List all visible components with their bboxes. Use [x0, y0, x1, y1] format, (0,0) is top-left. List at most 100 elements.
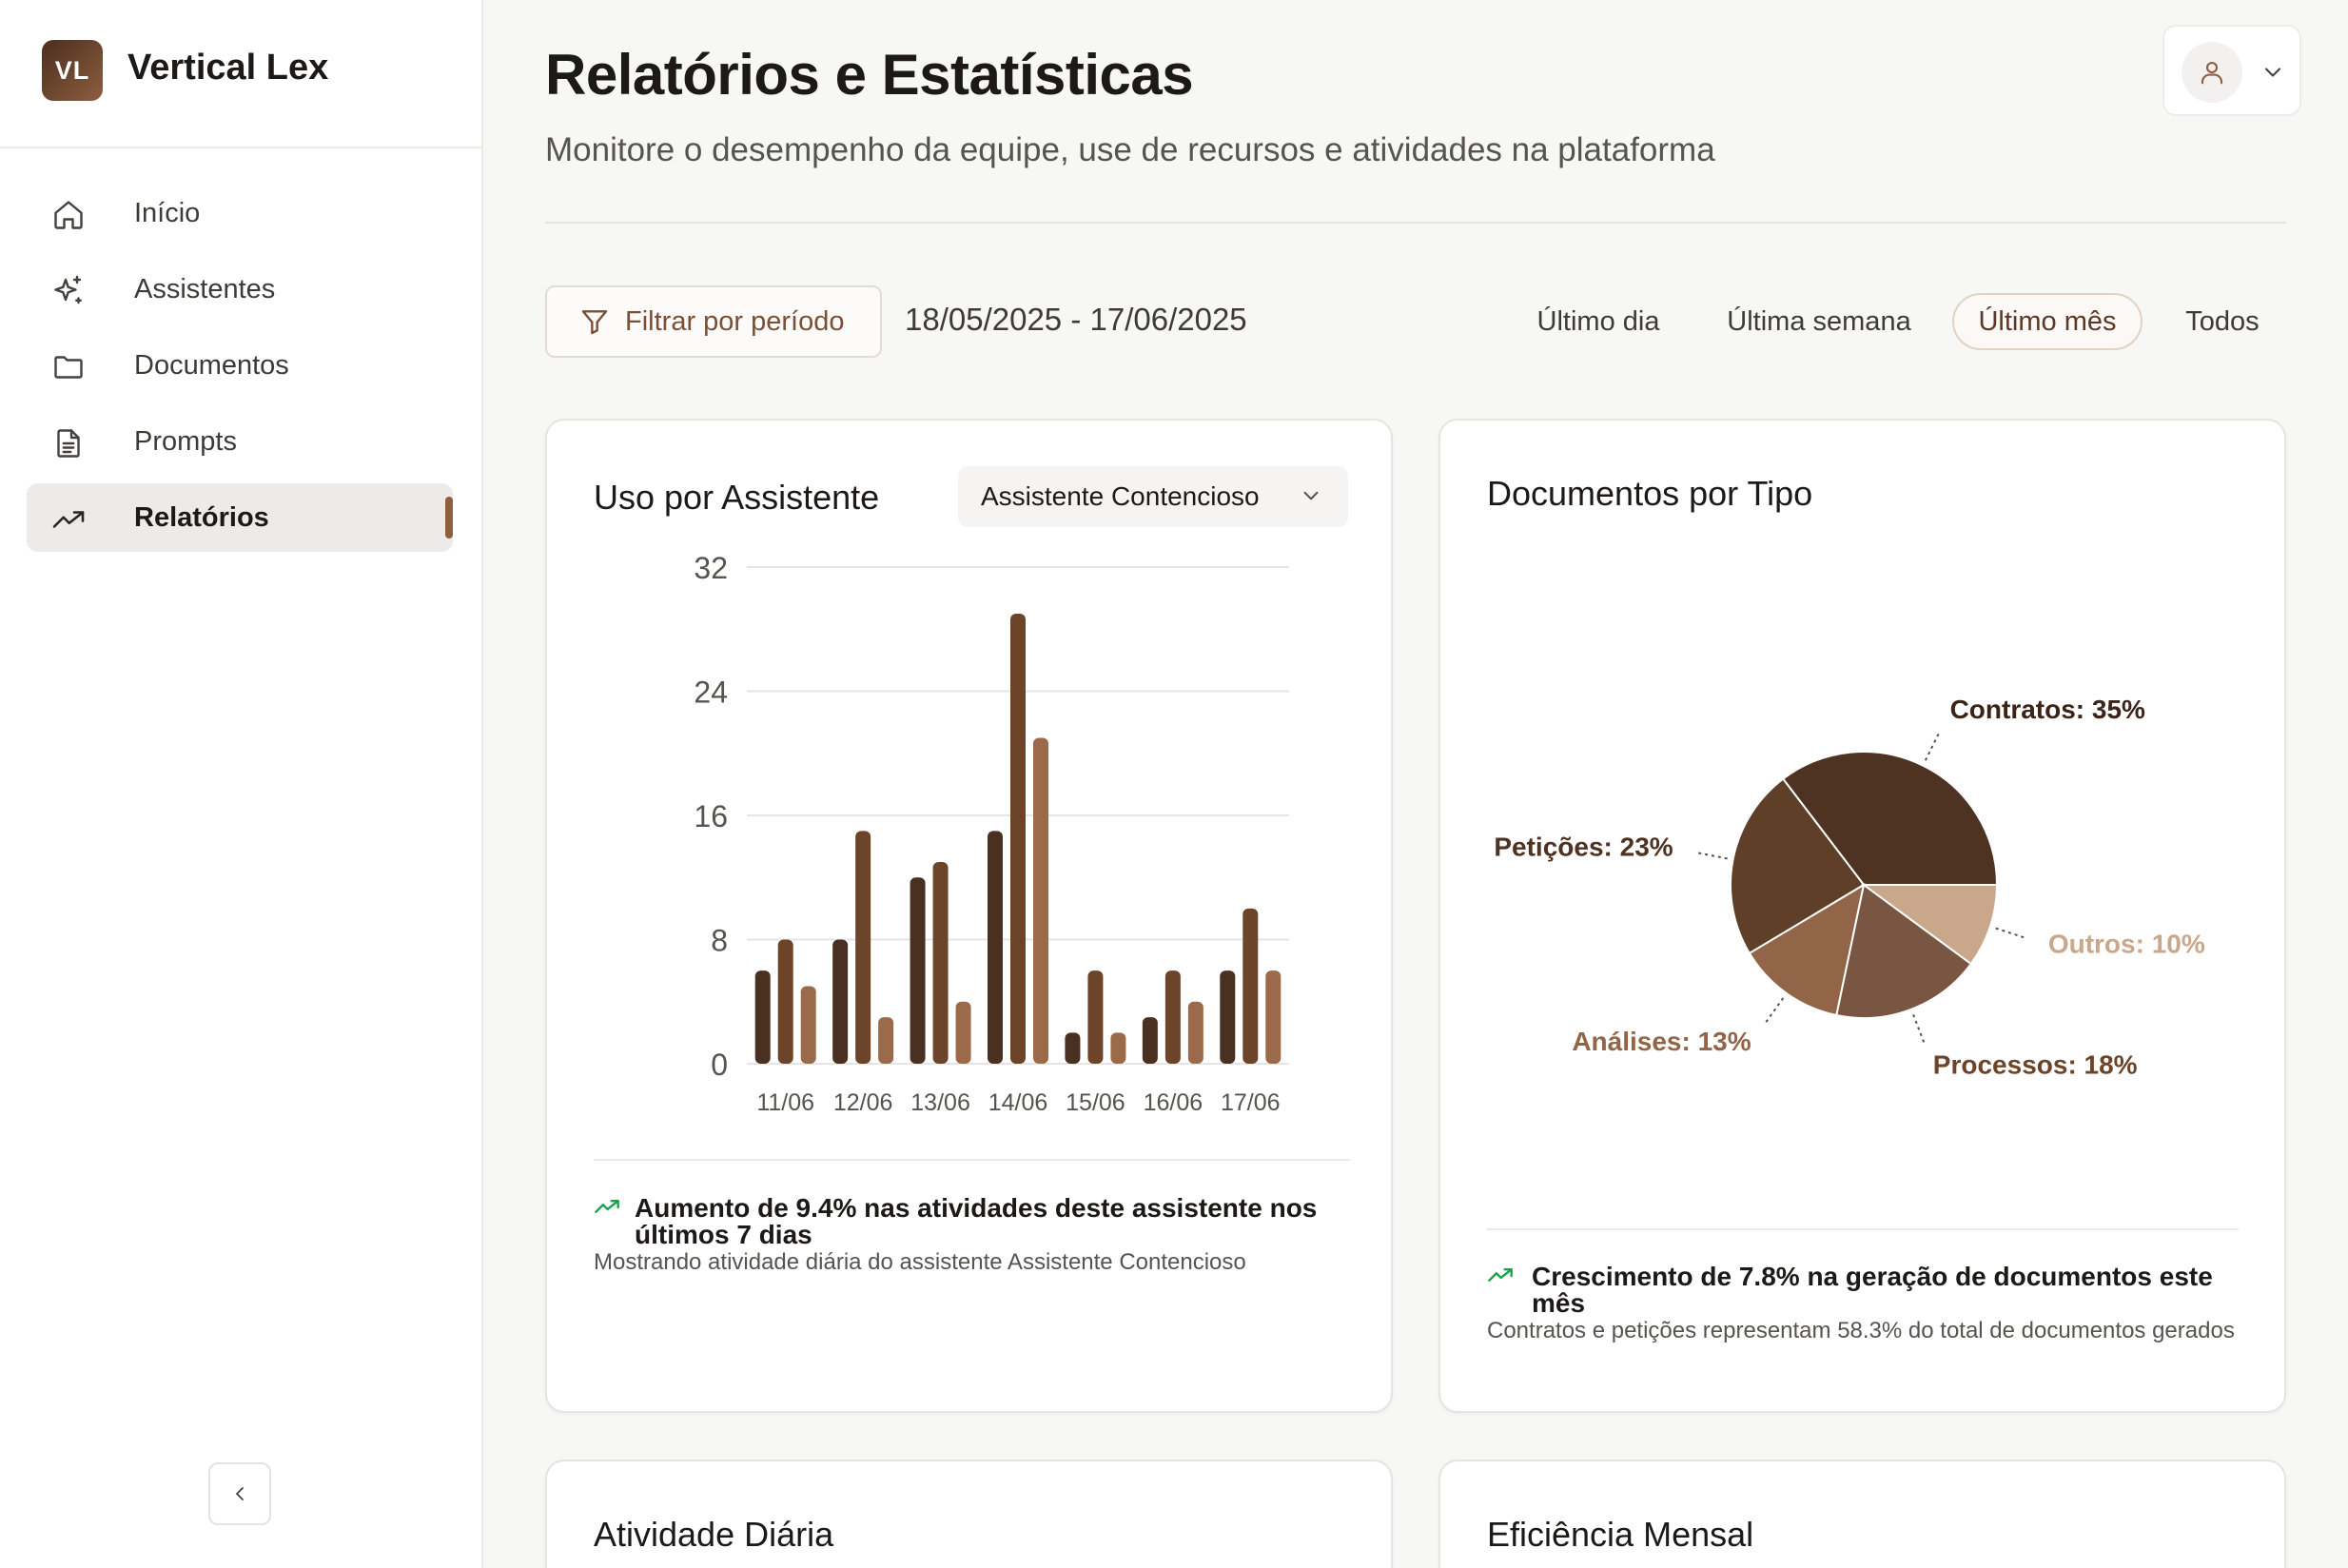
home-icon: [54, 201, 83, 229]
pie-slice[interactable]: [1748, 882, 1866, 1017]
sidebar-item-label: Início: [134, 198, 201, 228]
bar[interactable]: [1187, 1001, 1203, 1064]
bar[interactable]: [1265, 970, 1282, 1064]
bar[interactable]: [754, 970, 771, 1064]
trending-up-icon: [595, 1200, 619, 1213]
documents-pie-chart: Contratos: 35% Petições: 23% Análises: 13%…: [1494, 695, 2205, 1080]
x-tick-label: 12/06: [833, 1089, 893, 1116]
assistant-select-value: Assistente Contencioso: [981, 481, 1260, 511]
pie-slice[interactable]: [1835, 883, 1973, 1019]
filter-period-button[interactable]: Filtrar por período: [545, 285, 882, 358]
bar[interactable]: [1164, 970, 1181, 1064]
bar[interactable]: [832, 939, 849, 1065]
chevron-down-icon: [2264, 68, 2281, 77]
x-tick-label: 11/06: [756, 1089, 814, 1116]
user-icon: [2201, 61, 2223, 85]
bar[interactable]: [1010, 613, 1026, 1064]
pie-leader-line: [1697, 852, 1728, 860]
user-menu-button[interactable]: [2162, 25, 2301, 116]
bar[interactable]: [1220, 970, 1236, 1064]
bar[interactable]: [910, 877, 926, 1064]
pie-leader-line: [1912, 1014, 1926, 1044]
bar[interactable]: [1033, 737, 1048, 1064]
pie-label: Análises: 13%: [1572, 1027, 1751, 1056]
bar[interactable]: [955, 1001, 971, 1064]
card-title: Atividade Diária: [594, 1515, 834, 1554]
tab-ultimo-mes[interactable]: Último mês: [1952, 293, 2143, 350]
page-subtitle: Monitore o desempenho da equipe, use de …: [545, 131, 1715, 168]
brand-logo[interactable]: VL: [42, 40, 103, 101]
x-tick-label: 17/06: [1221, 1089, 1281, 1116]
y-tick-label: 0: [711, 1048, 728, 1082]
x-tick-label: 14/06: [988, 1089, 1048, 1116]
y-tick-label: 8: [711, 924, 728, 958]
x-tick-label: 15/06: [1066, 1089, 1125, 1116]
assistant-select[interactable]: Assistente Contencioso: [958, 466, 1348, 527]
tab-ultima-semana[interactable]: Última semana: [1727, 305, 1911, 337]
bar[interactable]: [878, 1017, 894, 1064]
pie-slice[interactable]: [1781, 751, 1999, 886]
bar[interactable]: [1242, 908, 1259, 1064]
daily-activity-card: Atividade Diária: [545, 1460, 1393, 1568]
trending-up-icon: [52, 511, 85, 528]
sidebar-item-assistentes[interactable]: Assistentes: [27, 255, 453, 323]
header-divider: [545, 222, 2286, 224]
pie-slice[interactable]: [1860, 884, 1999, 966]
tab-ultimo-dia[interactable]: Último dia: [1536, 305, 1660, 337]
bar[interactable]: [1087, 970, 1104, 1064]
chevron-left-icon: [236, 1487, 244, 1500]
tab-todos[interactable]: Todos: [2185, 305, 2260, 337]
bar[interactable]: [1142, 1017, 1158, 1064]
sidebar-item-documentos[interactable]: Documentos: [27, 331, 453, 400]
bar[interactable]: [1110, 1032, 1126, 1064]
sidebar-nav: Início Assistentes Documentos Prompts: [27, 179, 453, 559]
bar[interactable]: [855, 831, 871, 1064]
sidebar-item-label: Assistentes: [134, 274, 276, 304]
y-tick-label: 24: [694, 676, 728, 710]
date-range: 18/05/2025 - 17/06/2025: [905, 302, 1247, 337]
collapse-sidebar-button[interactable]: [208, 1462, 271, 1525]
card-divider: [594, 1159, 1350, 1161]
bar[interactable]: [932, 861, 949, 1064]
sidebar-item-label: Prompts: [134, 426, 237, 457]
pie-leader-line: [1764, 997, 1785, 1024]
pie-label: Petições: 23%: [1494, 832, 1673, 861]
card-divider: [1487, 1228, 2239, 1230]
sidebar: VL Vertical Lex Início Assistentes Docum…: [0, 0, 483, 1568]
sidebar-item-relatorios[interactable]: Relatórios: [27, 483, 453, 552]
usage-by-assistant-card: Uso por Assistente Assistente Contencios…: [545, 419, 1393, 1413]
card-title: Documentos por Tipo: [1487, 474, 1813, 513]
filter-period-label: Filtrar por período: [625, 305, 845, 337]
x-tick-label: 13/06: [910, 1089, 970, 1116]
pie-leader-line: [1924, 733, 1940, 761]
documents-by-type-card: Documentos por Tipo Contratos: 35% Petiçõ…: [1438, 419, 2286, 1413]
pie-label: Contratos: 35%: [1950, 695, 2145, 724]
pie-label: Outros: 10%: [2048, 930, 2205, 959]
chevron-down-icon: [1303, 491, 1319, 500]
documents-trend-headline: Crescimento de 7.8% na geração de docume…: [1532, 1262, 2213, 1318]
pie-label: Processos: 18%: [1933, 1050, 2138, 1080]
avatar: [2182, 42, 2242, 103]
file-text-icon: [57, 429, 80, 458]
documents-trend-note: Contratos e petições representam 58.3% d…: [1487, 1318, 2235, 1343]
usage-trend-headline: Aumento de 9.4% nas atividades deste ass…: [635, 1193, 1318, 1249]
y-tick-label: 16: [694, 799, 728, 833]
bar[interactable]: [1065, 1032, 1081, 1064]
sidebar-item-inicio[interactable]: Início: [27, 179, 453, 247]
brand-header: VL Vertical Lex: [0, 0, 481, 148]
usage-bar-chart: 0 8 16 24 32 11/06 12/06 13/06 14/06 15/06 16/06 17…: [694, 551, 1289, 1116]
bar[interactable]: [800, 986, 816, 1064]
brand-name[interactable]: Vertical Lex: [127, 48, 329, 88]
x-tick-label: 16/06: [1144, 1089, 1203, 1116]
page-title: Relatórios e Estatísticas: [545, 43, 1194, 107]
monthly-efficiency-card: Eficiência Mensal: [1438, 1460, 2286, 1568]
sidebar-item-prompts[interactable]: Prompts: [27, 407, 453, 476]
bar[interactable]: [988, 831, 1003, 1064]
folder-icon: [54, 356, 83, 379]
sidebar-item-label: Relatórios: [134, 502, 269, 533]
card-title: Eficiência Mensal: [1487, 1515, 1754, 1554]
pie-leader-line: [1995, 927, 2025, 939]
sparkle-icon: [54, 275, 82, 304]
bar[interactable]: [777, 939, 793, 1065]
pie-slice[interactable]: [1730, 777, 1866, 955]
